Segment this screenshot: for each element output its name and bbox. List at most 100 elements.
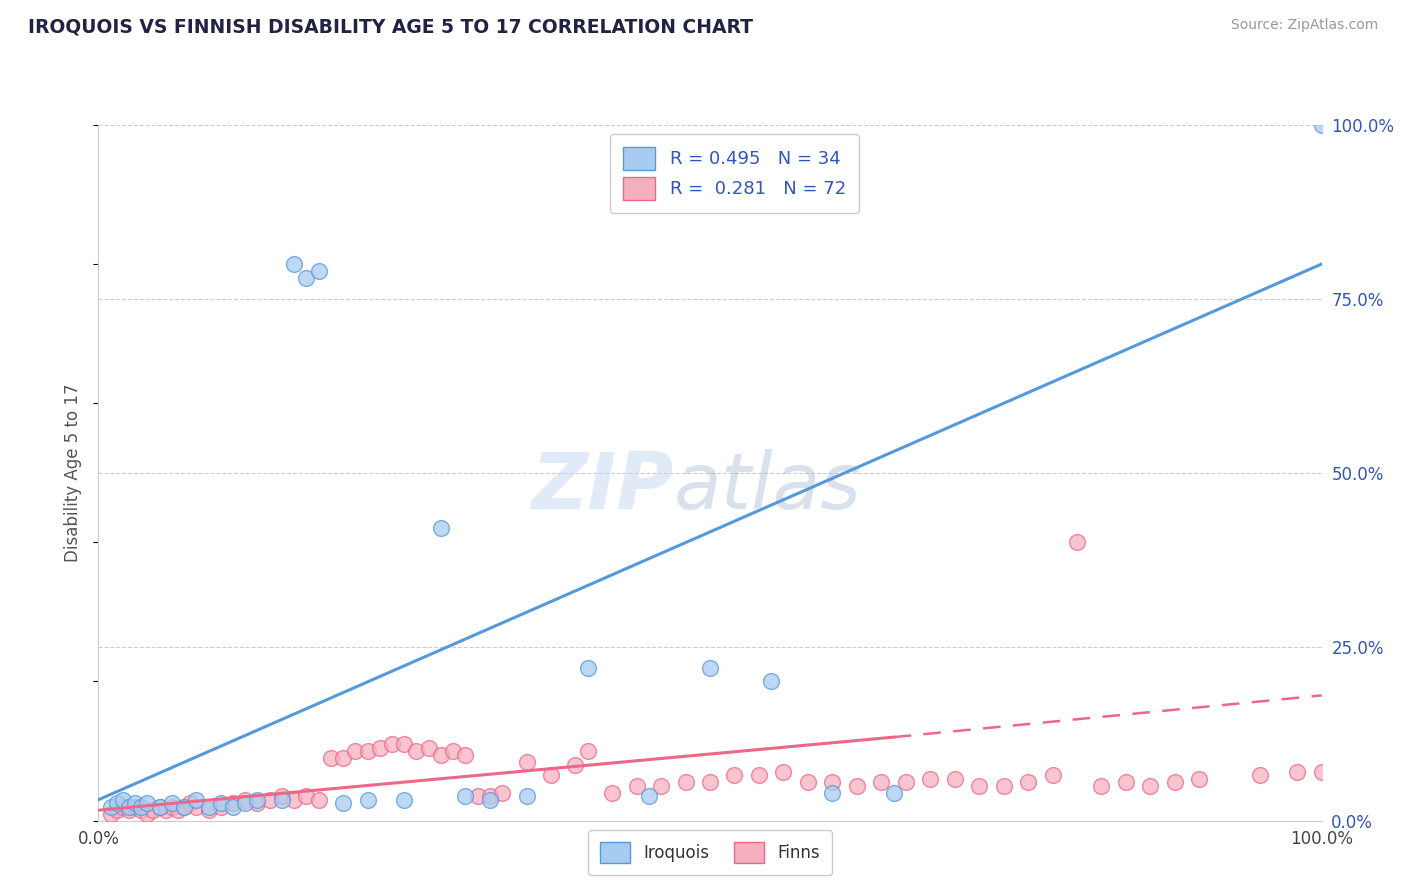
Point (209, 796, 232, 810)
Point (943, 772, 966, 786)
Point (761, 674, 783, 689)
Text: IROQUOIS VS FINNISH DISABILITY AGE 5 TO 17 CORRELATION CHART: IROQUOIS VS FINNISH DISABILITY AGE 5 TO … (28, 18, 754, 37)
Point (1188, 772, 1211, 786)
Point (478, 789, 501, 804)
Point (576, 744, 599, 758)
Point (894, 775, 917, 789)
Point (748, 768, 770, 782)
Point (454, 789, 477, 804)
Point (160, 796, 183, 810)
Point (246, 796, 269, 810)
Point (295, 789, 318, 804)
Point (149, 799, 172, 814)
Point (478, 793, 501, 807)
Point (516, 755, 538, 769)
Point (993, 779, 1015, 793)
Point (405, 744, 427, 758)
Point (441, 744, 464, 758)
Point (1139, 779, 1161, 793)
Point (368, 740, 391, 755)
Point (295, 271, 318, 285)
Point (540, 768, 562, 782)
Point (1017, 775, 1039, 789)
Point (332, 751, 354, 765)
Point (870, 775, 893, 789)
Point (883, 786, 905, 800)
Text: atlas: atlas (673, 449, 862, 524)
Point (149, 799, 172, 814)
Point (209, 799, 232, 814)
Point (1115, 775, 1137, 789)
Point (392, 793, 416, 807)
Point (772, 764, 794, 779)
Point (222, 796, 245, 810)
Point (233, 793, 256, 807)
Point (1250, 768, 1272, 782)
Point (222, 799, 245, 814)
Point (675, 775, 697, 789)
Point (1090, 779, 1112, 793)
Text: ZIP: ZIP (531, 449, 673, 524)
Point (160, 799, 183, 814)
Point (1310, 118, 1333, 132)
Point (179, 796, 201, 810)
Point (118, 803, 141, 817)
Point (392, 737, 416, 751)
Point (283, 257, 305, 271)
Point (467, 789, 489, 804)
Point (283, 793, 305, 807)
Y-axis label: Disability Age 5 to 17: Disability Age 5 to 17 (65, 384, 83, 562)
Point (418, 740, 440, 755)
Point (1310, 764, 1333, 779)
Point (308, 264, 330, 278)
Point (723, 768, 745, 782)
Point (356, 744, 378, 758)
Point (845, 779, 868, 793)
Point (124, 799, 146, 814)
Point (233, 796, 256, 810)
Point (142, 803, 165, 817)
Point (308, 793, 330, 807)
Point (111, 793, 134, 807)
Point (136, 796, 159, 810)
Point (100, 799, 122, 814)
Point (626, 779, 648, 793)
Point (319, 751, 342, 765)
Point (344, 744, 367, 758)
Point (1164, 775, 1187, 789)
Point (111, 799, 134, 814)
Point (381, 737, 404, 751)
Point (564, 758, 586, 772)
Point (105, 796, 128, 810)
Point (246, 793, 269, 807)
Point (167, 803, 190, 817)
Point (1042, 768, 1064, 782)
Point (173, 799, 195, 814)
Point (356, 793, 378, 807)
Point (1286, 764, 1309, 779)
Legend: Iroquois, Finns: Iroquois, Finns (588, 830, 832, 875)
Point (430, 521, 453, 535)
Point (173, 799, 195, 814)
Text: Source: ZipAtlas.com: Source: ZipAtlas.com (1230, 18, 1378, 32)
Point (638, 789, 661, 804)
Point (197, 803, 219, 817)
Point (699, 775, 721, 789)
Point (920, 772, 942, 786)
Point (454, 747, 477, 762)
Point (136, 806, 159, 821)
Point (124, 796, 146, 810)
Point (155, 803, 177, 817)
Point (270, 789, 294, 804)
Point (699, 660, 721, 674)
Point (821, 786, 844, 800)
Point (576, 660, 599, 674)
Point (332, 796, 354, 810)
Point (197, 799, 219, 814)
Point (105, 803, 128, 817)
Point (797, 775, 820, 789)
Point (491, 786, 513, 800)
Point (967, 779, 990, 793)
Point (821, 775, 844, 789)
Point (1066, 535, 1088, 549)
